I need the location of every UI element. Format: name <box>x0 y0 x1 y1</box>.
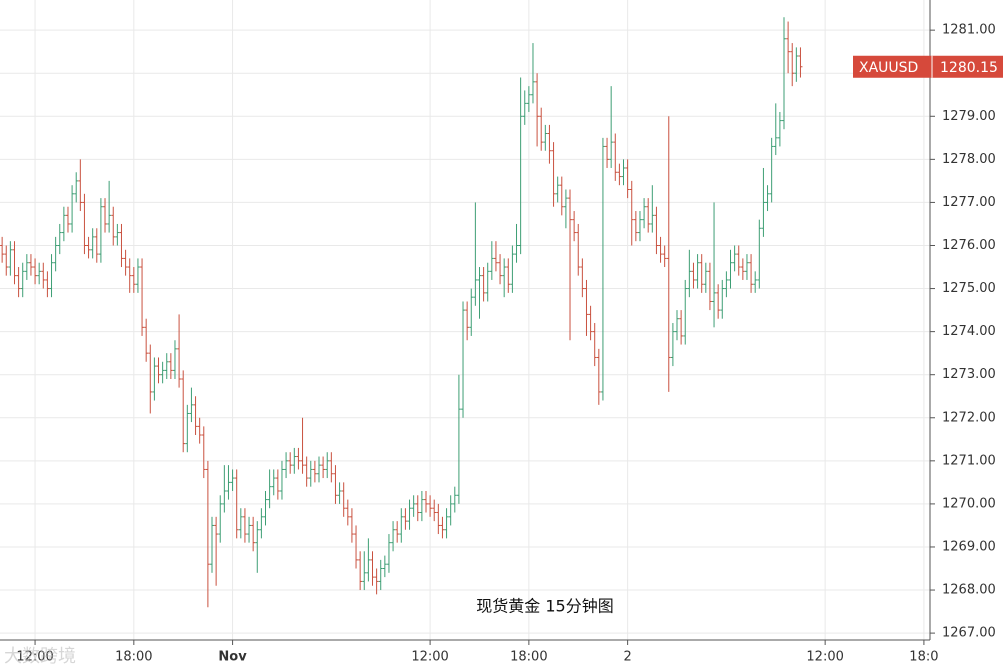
y-tick-label: 1268.00 <box>942 583 996 598</box>
x-tick-label: 18:0 <box>909 650 938 665</box>
x-tick-label: 18:00 <box>510 650 547 665</box>
y-tick-label: 1278.00 <box>942 152 996 167</box>
x-tick-label: 2 <box>623 650 631 665</box>
y-tick-label: 1269.00 <box>942 539 996 554</box>
y-tick-label: 1273.00 <box>942 367 996 382</box>
chart-title: 现货黄金 15分钟图 <box>476 597 613 616</box>
last-price-box <box>853 55 1003 78</box>
last-price: 1280.15 <box>940 60 998 76</box>
y-tick-label: 1272.00 <box>942 410 996 425</box>
y-tick-label: 1281.00 <box>942 23 996 38</box>
x-tick-label: Nov <box>218 650 247 665</box>
y-tick-label: 1277.00 <box>942 195 996 210</box>
y-tick-label: 1276.00 <box>942 238 996 253</box>
y-tick-label: 1267.00 <box>942 626 996 641</box>
x-tick-label: 12:00 <box>411 650 448 665</box>
x-tick-label: 12:00 <box>16 650 53 665</box>
x-tick-label: 12:00 <box>806 650 843 665</box>
axes: 1267.00 1268.00 1269.00 1270.00 1271.00 1272.… <box>16 23 995 665</box>
x-tick-label: 18:00 <box>115 650 152 665</box>
y-tick-label: 1275.00 <box>942 281 996 296</box>
symbol-label: XAUUSD <box>859 60 918 76</box>
y-tick-label: 1270.00 <box>942 496 996 511</box>
y-tick-label: 1274.00 <box>942 324 996 339</box>
bars <box>0 17 803 608</box>
watermark: 大数跨境 <box>4 646 76 667</box>
last-price-label: XAUUSD 1280.15 <box>853 55 1003 78</box>
grid <box>0 0 930 640</box>
y-tick-label: 1271.00 <box>942 453 996 468</box>
y-tick-label: 1279.00 <box>942 109 996 124</box>
